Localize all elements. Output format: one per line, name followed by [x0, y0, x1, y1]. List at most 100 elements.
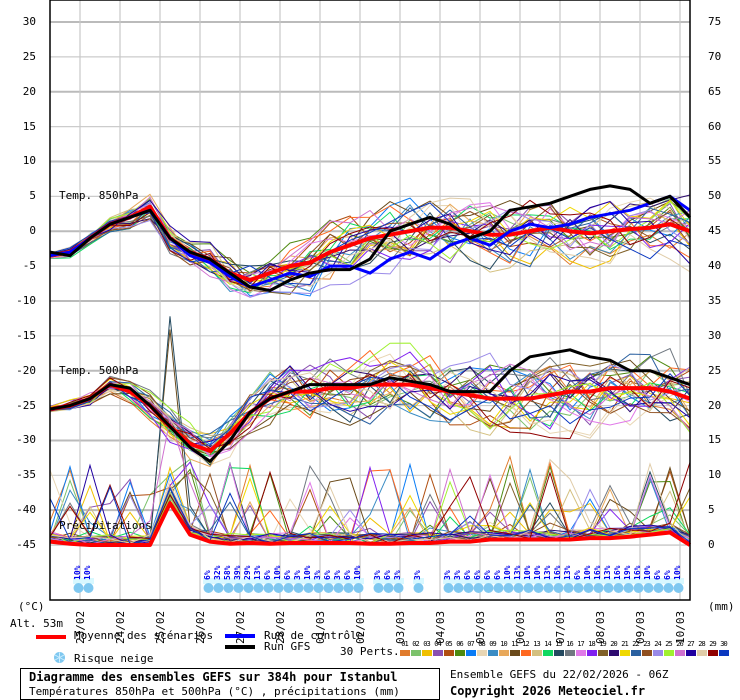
snow-risk-icons — [73, 578, 684, 593]
snow-risk-pct: 3% — [333, 570, 342, 580]
snow-risk-pct: 13% — [603, 565, 612, 580]
snow-risk-pct: 3% — [443, 570, 452, 580]
snow-risk-pct: 10% — [533, 565, 542, 580]
label-precip: Précipitations — [59, 519, 152, 532]
snow-risk-pct: 3% — [413, 570, 422, 580]
left-axis-tick: -30 — [16, 433, 36, 447]
snow-risk-pct: 10% — [73, 565, 82, 580]
right-axis-tick: 25 — [708, 363, 722, 377]
perturbation-legend-item: 14 — [542, 640, 553, 656]
perturbation-legend-item: 21 — [619, 640, 630, 656]
snow-risk-pct: 6% — [263, 570, 272, 580]
chart-series — [49, 184, 692, 547]
left-axis-unit: (°C) — [18, 600, 45, 613]
right-axis-tick: 70 — [708, 49, 722, 63]
legend-control-swatch — [225, 634, 255, 638]
title-box: Diagramme des ensembles GEFS sur 384h po… — [20, 668, 440, 700]
perturbation-legend-item: 03 — [421, 640, 432, 656]
legend-snow-label: Risque neige — [74, 652, 154, 665]
perturbation-legend-item: 02 — [410, 640, 421, 656]
snow-risk-pct: 6% — [383, 570, 392, 580]
perturbation-legend-item: 27 — [685, 640, 696, 656]
perturbation-legend-item: 12 — [520, 640, 531, 656]
altitude-label: Alt. 53m — [10, 617, 63, 630]
snow-risk-pct: 32% — [213, 565, 222, 580]
perturbation-legend-item: 17 — [575, 640, 586, 656]
snow-risk-pct: 6% — [493, 570, 502, 580]
perturbation-legend-item: 16 — [564, 640, 575, 656]
perturbation-legend-item: 04 — [432, 640, 443, 656]
left-axis-tick: -10 — [16, 293, 36, 307]
perturbation-legend-item: 23 — [641, 640, 652, 656]
snow-risk-pct: 13% — [543, 565, 552, 580]
snow-risk-pct: 13% — [563, 565, 572, 580]
right-axis-tick: 15 — [708, 433, 722, 447]
perturbation-legend-item: 06 — [454, 640, 465, 656]
snow-risk-pct: 3% — [453, 570, 462, 580]
left-axis-tick: 0 — [29, 224, 36, 238]
ensemble-spread — [49, 193, 691, 546]
left-axis-tick: -15 — [16, 328, 36, 342]
snow-risk-pct: 3% — [393, 570, 402, 580]
snow-risk-pct: 6% — [343, 570, 352, 580]
perturbation-legend-item: 22 — [630, 640, 641, 656]
right-axis-tick: 5 — [708, 503, 715, 517]
chart-grid — [50, 0, 690, 600]
left-axis-tick: -35 — [16, 468, 36, 482]
perturbation-legend-item: 28 — [696, 640, 707, 656]
snow-risk-pct: 6% — [663, 570, 672, 580]
right-axis-tick: 60 — [708, 119, 722, 133]
snow-risk-pct: 10% — [273, 565, 282, 580]
left-axis-tick: -40 — [16, 503, 36, 517]
left-axis-tick: -25 — [16, 398, 36, 412]
snow-risk-pct: 16% — [553, 565, 562, 580]
perturbation-legend-item: 10 — [498, 640, 509, 656]
snow-risk-pct: 13% — [253, 565, 262, 580]
right-axis-tick: 0 — [708, 538, 715, 552]
snow-risk-pct: 6% — [323, 570, 332, 580]
perturbation-legend-item: 18 — [586, 640, 597, 656]
right-axis-tick: 10 — [708, 468, 722, 482]
left-axis-tick: 5 — [29, 189, 36, 203]
chart-title: Diagramme des ensembles GEFS sur 384h po… — [29, 670, 398, 684]
perturbation-legend-item: 25 — [663, 640, 674, 656]
right-axis-tick: 65 — [708, 84, 722, 98]
right-axis-tick: 20 — [708, 398, 722, 412]
perturbation-legend-item: 13 — [531, 640, 542, 656]
perturbation-legend-item: 01 — [399, 640, 410, 656]
snow-risk-pct: 10% — [83, 565, 92, 580]
right-axis-tick: 50 — [708, 189, 722, 203]
snow-risk-pct: 6% — [283, 570, 292, 580]
snow-risk-pct: 10% — [503, 565, 512, 580]
perturbation-legend-item: 09 — [487, 640, 498, 656]
snow-risk-pct: 16% — [613, 565, 622, 580]
perturbation-legend-item: 05 — [443, 640, 454, 656]
snow-risk-pct: 19% — [623, 565, 632, 580]
snow-risk-pct: 3% — [373, 570, 382, 580]
legend-gfs-label: Run GFS — [264, 640, 311, 653]
snow-risk-pct: 10% — [643, 565, 652, 580]
plot-frame — [49, 0, 691, 601]
snow-risk-pct: 10% — [303, 565, 312, 580]
snow-risk-pct: 16% — [593, 565, 602, 580]
right-axis-tick: 75 — [708, 15, 722, 28]
label-temp-850: Temp. 850hPa — [59, 189, 139, 202]
perturbation-legend-item: 20 — [608, 640, 619, 656]
snow-risk-pct: 6% — [653, 570, 662, 580]
snow-risk-pct: 58% — [223, 565, 232, 580]
legend-control-label: Run de contrôle — [264, 629, 364, 642]
right-axis-tick: 35 — [708, 293, 722, 307]
chart-subtitle: Températures 850hPa et 500hPa (°C) , pré… — [29, 685, 400, 698]
snow-risk-pct: 39% — [233, 565, 242, 580]
snow-risk-pct: 6% — [573, 570, 582, 580]
left-axis-tick: 25 — [22, 49, 36, 63]
right-axis-tick: 55 — [708, 154, 722, 168]
right-axis-tick: 30 — [708, 328, 722, 342]
snow-risk-pct: 6% — [463, 570, 472, 580]
legend-mean-swatch — [36, 635, 66, 639]
right-axis-unit: (mm) — [708, 600, 735, 613]
snow-risk-pct: 6% — [483, 570, 492, 580]
perturbation-legend-item: 26 — [674, 640, 685, 656]
legend-mean-label: Moyenne des scénarios — [74, 629, 214, 642]
